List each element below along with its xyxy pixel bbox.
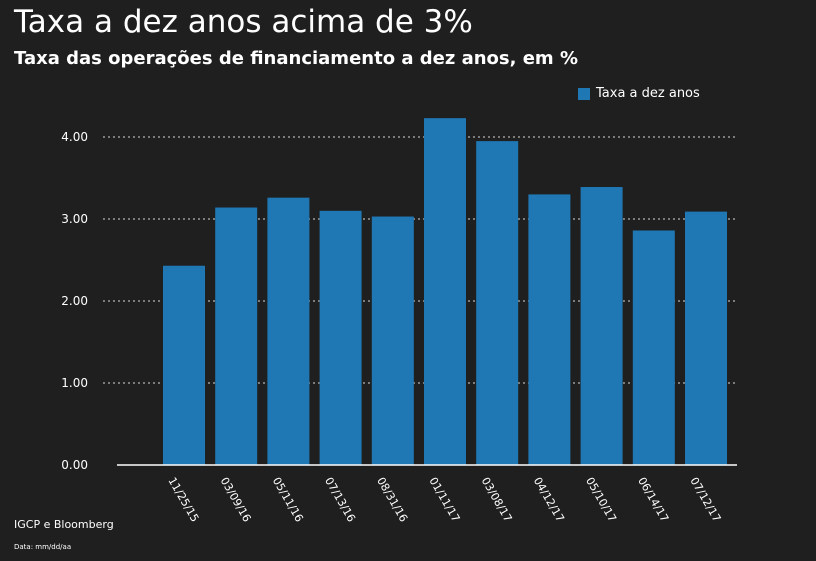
bar bbox=[528, 194, 571, 465]
x-tick-label: 01/11/17 bbox=[426, 475, 462, 524]
date-format-note: Data: mm/dd/aa bbox=[14, 543, 72, 551]
source-text: IGCP e Bloomberg bbox=[14, 518, 114, 531]
y-tick-label: 4.00 bbox=[61, 130, 88, 144]
legend-swatch bbox=[578, 87, 590, 100]
bar bbox=[632, 230, 675, 465]
bar bbox=[319, 210, 362, 465]
bar bbox=[476, 141, 519, 465]
y-tick-label: 3.00 bbox=[61, 212, 88, 226]
y-tick-label: 2.00 bbox=[61, 294, 88, 308]
x-tick-label: 06/14/17 bbox=[635, 475, 671, 524]
x-tick-label: 07/12/17 bbox=[687, 475, 723, 524]
y-tick-label: 1.00 bbox=[61, 376, 88, 390]
bar bbox=[163, 265, 205, 465]
x-tick-label: 05/11/16 bbox=[270, 475, 306, 524]
x-tick-label: 07/13/16 bbox=[322, 475, 358, 524]
bar bbox=[685, 211, 727, 465]
x-tick-label: 08/31/16 bbox=[374, 475, 410, 524]
bar bbox=[267, 197, 310, 465]
bar bbox=[424, 118, 466, 465]
chart-subtitle: Taxa das operações de financiamento a de… bbox=[14, 48, 578, 69]
chart-legend: Taxa a dez anos bbox=[578, 86, 700, 101]
chart-title: Taxa a dez anos acima de 3% bbox=[14, 4, 473, 40]
x-tick-label: 04/12/17 bbox=[531, 475, 567, 524]
legend-label: Taxa a dez anos bbox=[596, 86, 700, 101]
x-tick-label: 03/08/17 bbox=[479, 475, 515, 524]
y-tick-label: 0.00 bbox=[61, 458, 88, 472]
x-tick-label: 03/09/16 bbox=[218, 475, 254, 524]
x-tick-label: 11/25/15 bbox=[165, 475, 201, 524]
x-tick-label: 05/10/17 bbox=[583, 475, 619, 524]
bar bbox=[215, 207, 258, 465]
bar bbox=[580, 187, 623, 465]
bar bbox=[371, 216, 414, 465]
